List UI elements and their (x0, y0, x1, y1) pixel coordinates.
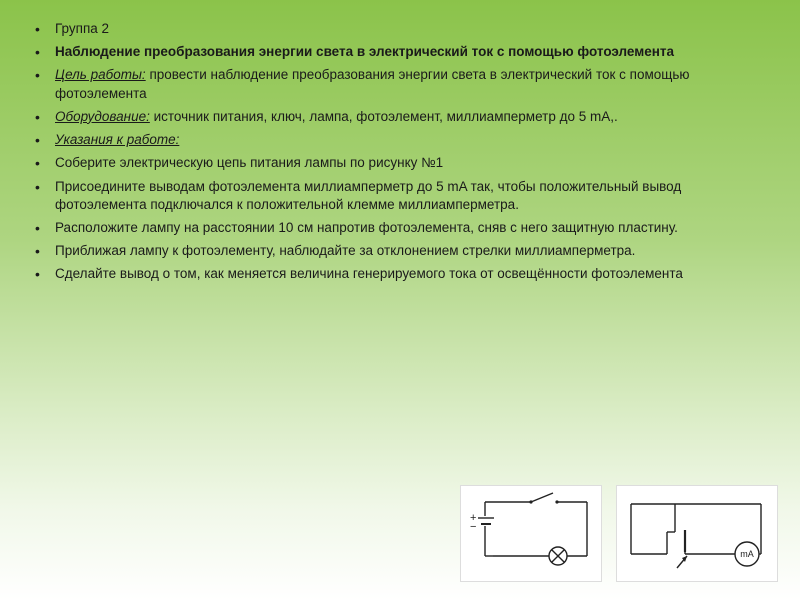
bullet-item: Оборудование: источник питания, ключ, ла… (55, 108, 770, 126)
bullet-text: Расположите лампу на расстоянии 10 см на… (55, 220, 678, 235)
bullet-text: Наблюдение преобразования энергии света … (55, 44, 674, 59)
bullet-item: Цель работы: провести наблюдение преобра… (55, 66, 770, 102)
bullet-text: источник питания, ключ, лампа, фотоэлеме… (150, 109, 618, 124)
bullet-label: Цель работы: (55, 67, 146, 82)
svg-text:mA: mA (740, 549, 754, 559)
bullet-item: Сделайте вывод о том, как меняется велич… (55, 265, 770, 283)
bullet-item: Указания к работе: (55, 131, 770, 149)
bullet-text: Присоедините выводам фотоэлемента миллиа… (55, 179, 681, 212)
bullet-label: Оборудование: (55, 109, 150, 124)
circuit-diagram-1: +− (460, 485, 602, 582)
circuit-diagram-2: mA (616, 485, 778, 582)
bullet-item: Группа 2 (55, 20, 770, 38)
bullet-item: Соберите электрическую цепь питания ламп… (55, 154, 770, 172)
slide-content: Группа 2 Наблюдение преобразования энерги… (0, 0, 800, 299)
bullet-text: Сделайте вывод о том, как меняется велич… (55, 266, 683, 281)
bullet-text: Соберите электрическую цепь питания ламп… (55, 155, 443, 170)
bullet-text: провести наблюдение преобразования энерг… (55, 67, 690, 100)
bullet-item: Присоедините выводам фотоэлемента миллиа… (55, 178, 770, 214)
bullet-list: Группа 2 Наблюдение преобразования энерги… (55, 20, 770, 284)
bullet-item: Приближая лампу к фотоэлементу, наблюдай… (55, 242, 770, 260)
svg-text:−: − (470, 521, 476, 533)
bullet-item: Наблюдение преобразования энергии света … (55, 43, 770, 61)
diagrams-container: +− mA (460, 485, 778, 582)
bullet-text: Группа 2 (55, 21, 109, 36)
bullet-item: Расположите лампу на расстоянии 10 см на… (55, 219, 770, 237)
bullet-label: Указания к работе: (55, 132, 179, 147)
bullet-text: Приближая лампу к фотоэлементу, наблюдай… (55, 243, 635, 258)
